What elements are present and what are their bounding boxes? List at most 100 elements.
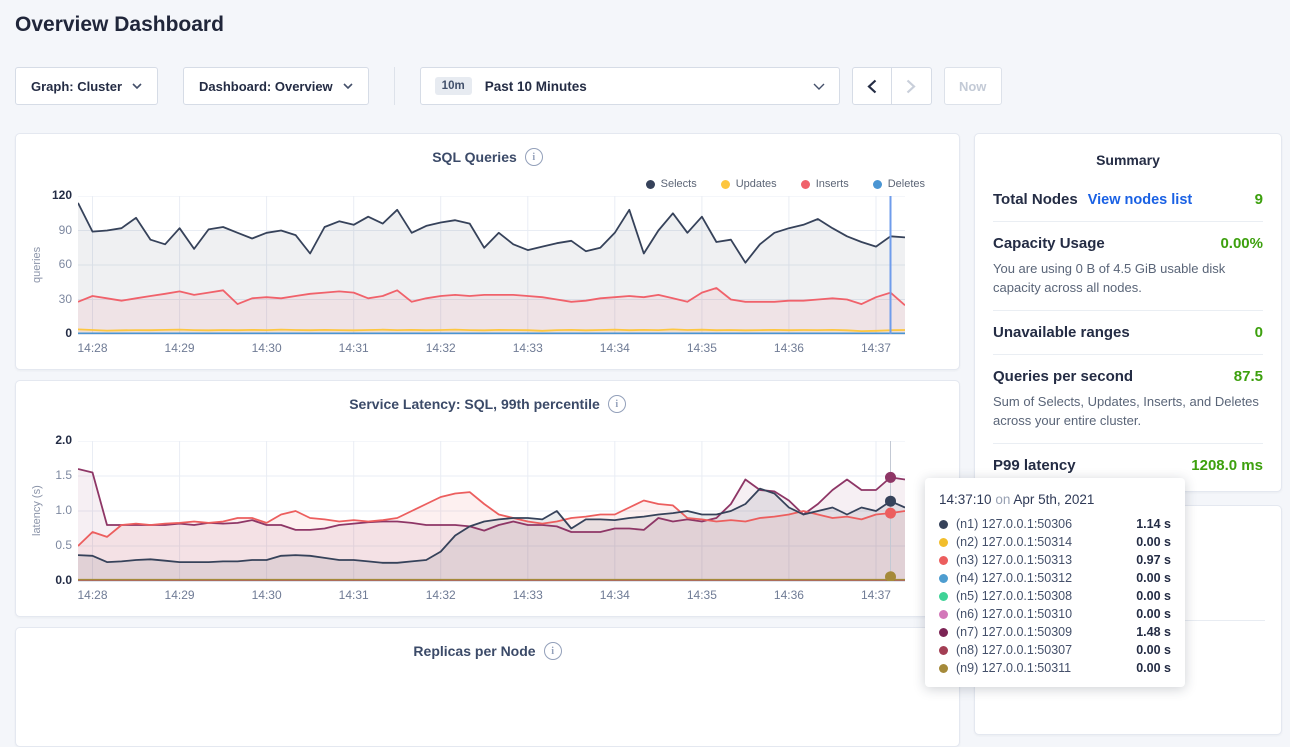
time-step-buttons <box>851 67 932 105</box>
now-button[interactable]: Now <box>943 67 1002 105</box>
summary-row-label: P99 latency <box>993 457 1076 474</box>
chart-title: Service Latency: SQL, 99th percentile <box>349 396 600 412</box>
tooltip-node-label: (n9) 127.0.0.1:50311 <box>956 661 1072 675</box>
tooltip-node-row: (n1) 127.0.0.1:50306 1.14 s <box>939 515 1171 533</box>
y-tick-label: 120 <box>51 188 72 202</box>
legend-item-inserts[interactable]: Inserts <box>800 178 849 190</box>
legend-item-selects[interactable]: Selects <box>645 178 697 190</box>
tooltip-node-value: 0.97 s <box>1136 553 1171 567</box>
legend-label: Selects <box>660 178 697 190</box>
x-tick-label: 14:33 <box>512 341 543 355</box>
x-tick-label: 14:37 <box>860 341 891 355</box>
node-color-dot <box>939 627 948 637</box>
summary-row-label: Unavailable ranges <box>993 324 1130 341</box>
page-title: Overview Dashboard <box>15 13 224 36</box>
replicas-per-node-chart-card: Replicas per Node i <box>15 627 960 747</box>
chart-legend: Selects Updates Inserts Deletes <box>645 178 925 190</box>
y-tick-label: 60 <box>58 257 72 271</box>
chevron-down-icon <box>343 83 353 89</box>
tooltip-on: on <box>995 492 1011 507</box>
node-color-dot <box>939 519 948 529</box>
tooltip-node-label: (n6) 127.0.0.1:50310 <box>956 607 1073 621</box>
legend-item-deletes[interactable]: Deletes <box>872 178 925 190</box>
legend-dot <box>800 179 810 189</box>
graph-selector-label: Graph: Cluster <box>31 78 123 94</box>
legend-label: Deletes <box>887 178 925 190</box>
summary-row: Queries per second 87.5 Sum of Selects, Up… <box>993 354 1263 443</box>
summary-row-head: Unavailable ranges 0 <box>993 324 1263 341</box>
service-latency-plot[interactable] <box>77 440 906 583</box>
view-nodes-list-link[interactable]: View nodes list <box>1087 192 1193 208</box>
tooltip-node-row: (n2) 127.0.0.1:50314 0.00 s <box>939 533 1171 551</box>
x-axis-ticks: 14:28 14:29 14:30 14:31 14:32 14:33 14:34 14:35… <box>77 588 905 604</box>
node-color-dot <box>939 609 948 619</box>
node-color-dot <box>939 663 948 673</box>
info-icon[interactable]: i <box>543 642 562 660</box>
y-tick-label: 90 <box>58 222 72 237</box>
x-tick-label: 14:35 <box>686 341 717 355</box>
latency-hover-tooltip: 14:37:10 on Apr 5th, 2021 (n1) 127.0.0.1… <box>925 478 1185 687</box>
summary-row-value: 9 <box>1254 191 1263 208</box>
tooltip-node-row: (n5) 127.0.0.1:50308 0.00 s <box>939 587 1171 605</box>
info-icon[interactable]: i <box>607 395 626 413</box>
graph-selector-dropdown[interactable]: Graph: Cluster <box>15 67 159 105</box>
chart-title: Replicas per Node <box>413 643 536 659</box>
chevron-down-icon <box>813 83 825 90</box>
summary-row: Capacity Usage 0.00% You are using 0 B of … <box>993 221 1263 310</box>
legend-item-updates[interactable]: Updates <box>720 178 777 190</box>
sql-queries-plot[interactable] <box>77 195 906 335</box>
y-tick-label: 1.5 <box>55 468 72 482</box>
time-window-label: Past 10 Minutes <box>484 78 587 94</box>
x-tick-label: 14:34 <box>599 588 630 602</box>
y-tick-label: 1.0 <box>55 503 72 517</box>
tooltip-node-row: (n8) 127.0.0.1:50307 0.00 s <box>939 641 1171 659</box>
dashboard-selector-dropdown[interactable]: Dashboard: Overview <box>183 67 369 105</box>
tooltip-node-row: (n6) 127.0.0.1:50310 0.00 s <box>939 605 1171 623</box>
time-range-dropdown[interactable]: 10m Past 10 Minutes <box>419 67 840 105</box>
tooltip-node-value: 1.14 s <box>1136 517 1171 531</box>
chart-title-row: Service Latency: SQL, 99th percentile i <box>16 395 959 413</box>
legend-dot <box>720 179 730 189</box>
dashboard-selector-label: Dashboard: Overview <box>199 78 333 94</box>
summary-title: Summary <box>1096 152 1160 168</box>
x-tick-label: 14:35 <box>686 588 717 602</box>
x-axis-ticks: 14:28 14:29 14:30 14:31 14:32 14:33 14:34 14:35… <box>77 341 905 357</box>
y-axis-ticks: 0.0 0.5 1.0 1.5 2.0 <box>32 433 72 587</box>
service-latency-chart-card: Service Latency: SQL, 99th percentile i … <box>15 380 960 617</box>
summary-row-label: Capacity Usage <box>993 235 1105 252</box>
y-axis-ticks: 0 30 60 90 120 <box>32 188 72 340</box>
tooltip-node-value: 0.00 s <box>1136 643 1171 657</box>
time-back-button[interactable] <box>851 67 892 105</box>
x-tick-label: 14:29 <box>164 588 195 602</box>
x-tick-label: 14:28 <box>77 588 108 602</box>
tooltip-node-label: (n8) 127.0.0.1:50307 <box>956 643 1073 657</box>
tooltip-node-label: (n3) 127.0.0.1:50313 <box>956 553 1073 567</box>
time-window-badge: 10m <box>434 77 472 95</box>
tooltip-node-value: 1.48 s <box>1136 625 1171 639</box>
tooltip-node-row: (n9) 127.0.0.1:50311 0.00 s <box>939 659 1171 677</box>
time-forward-button[interactable] <box>891 67 932 105</box>
chevron-right-icon <box>906 79 916 93</box>
chevron-left-icon <box>867 79 876 93</box>
tooltip-node-value: 0.00 s <box>1136 661 1171 675</box>
info-icon[interactable]: i <box>524 148 543 166</box>
sql-queries-chart-card: SQL Queries i Selects Updates Inserts Delet… <box>15 133 960 370</box>
summary-row: Unavailable ranges 0 <box>993 310 1263 354</box>
chart-canvas <box>77 195 906 335</box>
chart-title-row: SQL Queries i <box>16 148 959 166</box>
x-tick-label: 14:28 <box>77 341 108 355</box>
dashboard-controls: Graph: Cluster Dashboard: Overview 10m P… <box>15 67 1282 105</box>
tooltip-node-label: (n2) 127.0.0.1:50314 <box>956 535 1073 549</box>
y-tick-label: 30 <box>58 291 72 306</box>
tooltip-node-row: (n7) 127.0.0.1:50309 1.48 s <box>939 623 1171 641</box>
tooltip-node-value: 0.00 s <box>1136 571 1171 585</box>
summary-row-label: Total Nodes <box>993 191 1078 208</box>
x-tick-label: 14:33 <box>512 588 543 602</box>
summary-row-value: 1208.0 ms <box>1191 457 1263 474</box>
legend-label: Updates <box>735 178 777 190</box>
x-tick-label: 14:30 <box>251 588 282 602</box>
y-tick-label: 0.5 <box>55 538 72 552</box>
x-tick-label: 14:32 <box>425 341 456 355</box>
tooltip-node-label: (n1) 127.0.0.1:50306 <box>956 517 1073 531</box>
charts-column: SQL Queries i Selects Updates Inserts Delet… <box>15 133 960 747</box>
